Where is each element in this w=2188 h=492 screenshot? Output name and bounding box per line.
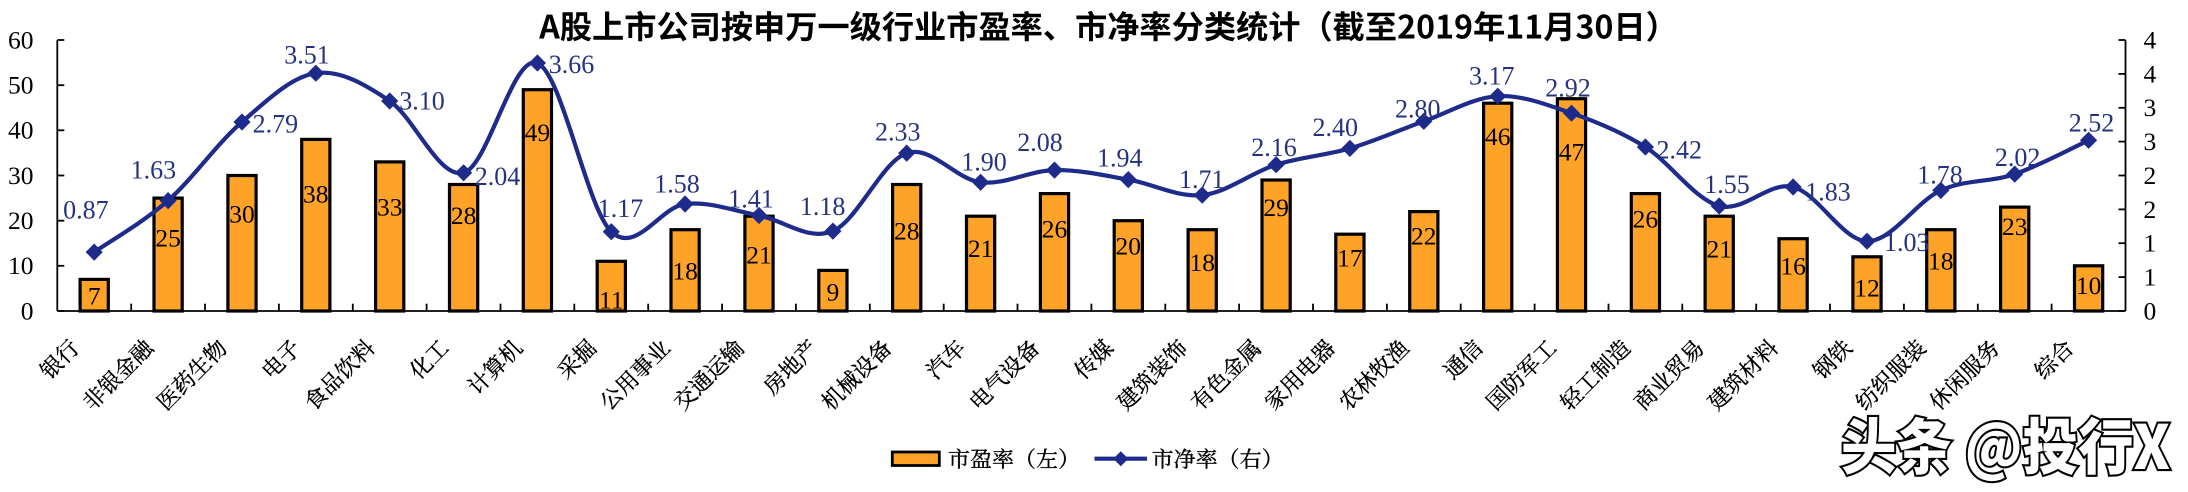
svg-text:2.40: 2.40 [1313,113,1359,142]
svg-text:1.63: 1.63 [131,156,177,185]
svg-text:3.17: 3.17 [1469,61,1515,90]
svg-text:50: 50 [8,71,34,100]
svg-text:23: 23 [2002,212,2028,241]
svg-text:1.78: 1.78 [1917,160,1963,189]
svg-text:30: 30 [229,199,255,228]
svg-text:20: 20 [1116,231,1142,260]
svg-text:7: 7 [88,281,101,310]
svg-text:1.94: 1.94 [1097,143,1143,172]
svg-text:38: 38 [303,179,329,208]
svg-text:2: 2 [2144,161,2157,190]
svg-text:2.33: 2.33 [875,117,921,146]
svg-text:33: 33 [377,192,403,221]
svg-text:3.66: 3.66 [549,50,595,79]
svg-text:0: 0 [2144,296,2157,325]
svg-text:10: 10 [2076,271,2102,300]
svg-text:3: 3 [2144,93,2157,122]
svg-text:60: 60 [8,25,34,54]
svg-text:18: 18 [1928,246,1954,275]
svg-text:22: 22 [1411,221,1437,250]
svg-text:1.90: 1.90 [961,148,1007,177]
svg-text:21: 21 [1706,234,1732,263]
svg-text:21: 21 [746,240,772,269]
svg-text:21: 21 [968,234,994,263]
svg-text:26: 26 [1042,214,1068,243]
svg-text:10: 10 [8,251,34,280]
svg-text:2.79: 2.79 [253,109,299,138]
svg-text:47: 47 [1559,137,1585,166]
svg-text:18: 18 [1189,248,1215,277]
svg-text:2.92: 2.92 [1545,74,1591,103]
svg-text:4: 4 [2144,59,2157,88]
svg-text:1.03: 1.03 [1884,228,1930,257]
svg-text:1.41: 1.41 [728,184,774,213]
svg-text:1.58: 1.58 [654,169,700,198]
svg-text:11: 11 [599,285,624,314]
svg-text:2.16: 2.16 [1251,133,1297,162]
svg-text:1.55: 1.55 [1704,170,1750,199]
svg-text:2.08: 2.08 [1017,128,1063,157]
svg-text:3.51: 3.51 [284,40,330,69]
svg-text:1.71: 1.71 [1179,165,1225,194]
svg-text:28: 28 [894,216,920,245]
svg-text:17: 17 [1337,243,1363,272]
svg-text:9: 9 [827,277,840,306]
svg-text:2.04: 2.04 [475,162,521,191]
svg-text:1.83: 1.83 [1805,178,1851,207]
svg-text:3: 3 [2144,127,2157,156]
svg-text:2.80: 2.80 [1395,95,1441,124]
svg-text:1: 1 [2144,229,2157,258]
svg-text:49: 49 [525,118,551,147]
svg-text:26: 26 [1633,204,1659,233]
svg-text:2.52: 2.52 [2069,109,2115,138]
svg-text:12: 12 [1854,273,1880,302]
svg-text:2: 2 [2144,195,2157,224]
svg-text:18: 18 [672,256,698,285]
svg-text:16: 16 [1780,251,1806,280]
svg-text:29: 29 [1263,193,1289,222]
svg-text:2.02: 2.02 [1995,143,2041,172]
svg-text:20: 20 [8,206,34,235]
svg-text:25: 25 [155,223,181,252]
svg-text:30: 30 [8,161,34,190]
svg-text:3.10: 3.10 [399,86,445,115]
svg-text:40: 40 [8,116,34,145]
svg-text:46: 46 [1485,122,1511,151]
svg-text:1.17: 1.17 [598,194,644,223]
svg-text:2.42: 2.42 [1657,135,1703,164]
svg-text:1.18: 1.18 [800,192,846,221]
svg-text:1: 1 [2144,263,2157,292]
svg-text:28: 28 [451,201,477,230]
svg-text:4: 4 [2144,25,2157,54]
svg-text:0: 0 [21,296,34,325]
svg-text:0.87: 0.87 [63,196,109,225]
